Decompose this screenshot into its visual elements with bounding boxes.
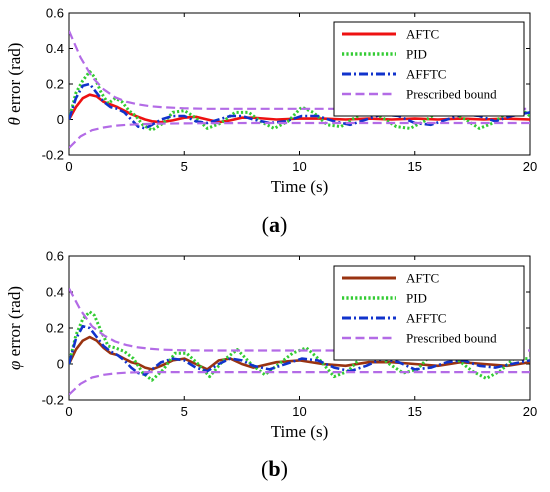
panel-b-x-axis-label: Time (s) [271,422,328,441]
panel-b-ytick-label: 0.4 [46,285,64,300]
panel-a-xtick-label: 10 [292,159,306,174]
panel-b-caption-letter: b [268,456,280,481]
panel-a-ytick-label: -0.2 [42,148,64,163]
panel-b-legend-box [333,265,525,361]
panel-b-xtick-label: 0 [65,404,72,419]
panel-a-caption-close: ) [280,212,287,237]
panel-a-xtick-label: 5 [181,159,188,174]
panel-a-legend: AFTC PID AFFTC Prescribed bound [333,21,525,117]
panel-a-caption-open: ( [262,212,269,237]
panel-a-xtick-label: 20 [523,159,537,174]
panel-a-ytick-label: 0.2 [46,77,64,92]
panel-a-series-prescribed-bound-lower [69,121,530,149]
panel-b-xtick-label: 20 [523,404,537,419]
panel-b-legend-label-pid: PID [406,291,427,306]
panel-b-y-axis-text: error (rad) [5,286,24,361]
panel-a-legend-label-pid: PID [406,47,427,62]
panel-a-legend-label-afftc: AFFTC [406,67,446,82]
panel-a-caption: (a) [262,212,288,237]
panel-a-legend-label-prescribed-bound: Prescribed bound [406,87,497,102]
panel-b-caption: (b) [261,456,288,481]
panel-b-caption-close: ) [281,456,288,481]
panel-b-caption-open: ( [261,456,268,481]
panel-b: 0 5 10 15 20-0.200.20.40.6AFTCPIDAFFTCPrescr… [5,249,537,482]
panel-a-legend-label-aftc: AFTC [406,27,439,42]
panel-a-ytick-label: 0.4 [46,41,64,56]
panel-b-series-prescribed-bound-lower [69,371,530,396]
panel-b-legend: AFTC PID AFFTC Prescribed bound [333,265,525,361]
panel-a-series-afftc [69,82,530,130]
panel-b-xtick-label: 5 [181,404,188,419]
panel-a-xtick-label: 0 [65,159,72,174]
panel-b-ytick-label: 0.6 [46,249,64,264]
panel-b-xtick-label: 10 [292,404,306,419]
panel-a: 0 5 10 15 20-0.200.20.40.6AFTCPIDAFFTCPrescr… [5,6,537,238]
panel-b-ytick-label: 0.2 [46,321,64,336]
panel-b-legend-label-prescribed-bound: Prescribed bound [406,331,497,346]
panel-a-y-axis-label: θ error (rad) [5,43,24,126]
panel-b-y-axis-label: φ error (rad) [5,286,24,370]
panel-b-ytick-label: 0 [57,357,64,372]
panel-a-legend-box [333,21,525,117]
panel-a-y-axis-text: error (rad) [5,43,24,118]
panel-b-series-afftc [69,324,530,377]
panel-a-xtick-label: 15 [408,159,422,174]
panel-a-y-axis-symbol: θ [5,117,24,125]
panel-b-legend-label-afftc: AFFTC [406,311,446,326]
panel-b-xtick-label: 15 [408,404,422,419]
panel-b-y-axis-symbol: φ [5,361,24,370]
panel-b-ytick-label: -0.2 [42,393,64,408]
panel-a-ytick-label: 0 [57,112,64,127]
panel-a-caption-letter: a [269,212,280,237]
panel-a-x-axis-label: Time (s) [271,177,328,196]
panel-a-ytick-label: 0.6 [46,6,64,21]
panel-b-legend-label-aftc: AFTC [406,271,439,286]
